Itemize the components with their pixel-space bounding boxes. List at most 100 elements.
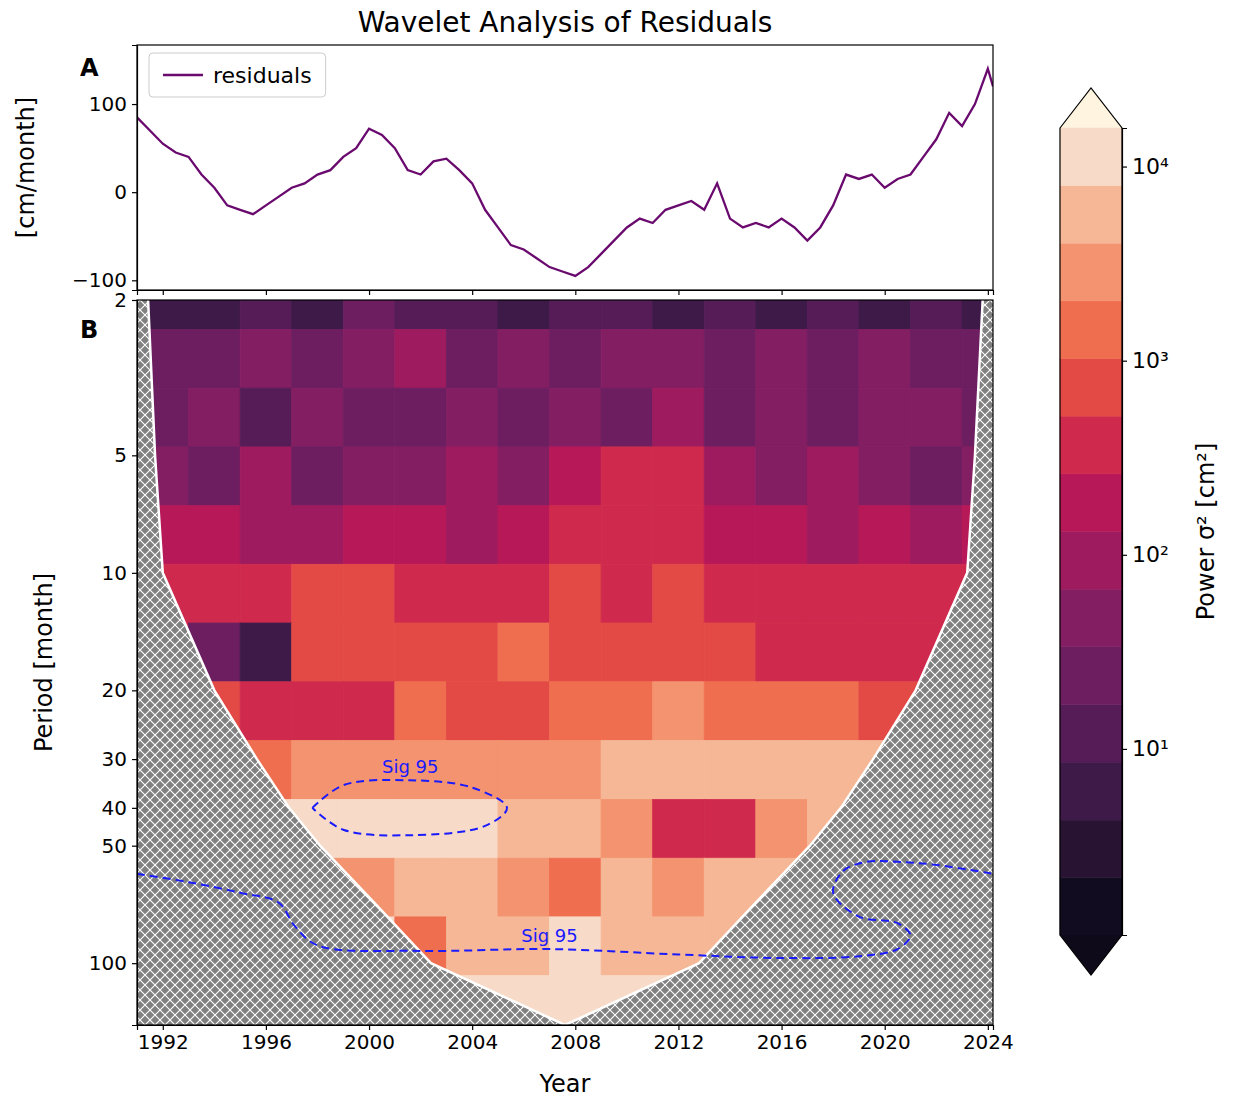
- heatmap-cell: [601, 799, 653, 858]
- y-axis-a-tick: 0: [114, 180, 137, 204]
- colorbar-band: [1060, 762, 1122, 820]
- heatmap-cell: [653, 741, 705, 800]
- heatmap-cell: [395, 564, 447, 623]
- x-axis-b-tick: 2008: [550, 1025, 601, 1054]
- heatmap-cell: [343, 799, 395, 858]
- colorbar-band: [1060, 243, 1122, 301]
- legend: residuals: [149, 53, 326, 97]
- heatmap-cell: [807, 623, 859, 682]
- heatmap-cell: [395, 329, 447, 388]
- heatmap-cell: [601, 623, 653, 682]
- y-axis-a-tick-mark: [132, 280, 137, 281]
- heatmap-cell: [756, 564, 808, 623]
- heatmap-cell: [292, 682, 344, 741]
- colorbar-tick-mark: [1122, 361, 1127, 362]
- heatmap-cell: [550, 682, 602, 741]
- colorbar-tick-mark: [1122, 555, 1127, 556]
- x-axis-b-tick: 2016: [757, 1025, 808, 1054]
- heatmap-cell: [653, 564, 705, 623]
- colorbar-tick-label: 10⁴: [1132, 154, 1169, 179]
- heatmap-cell: [550, 506, 602, 565]
- heatmap-cell: [498, 858, 550, 917]
- heatmap-cell: [498, 506, 550, 565]
- y-axis-b-tick: 100: [89, 951, 137, 975]
- heatmap-cell: [550, 300, 602, 329]
- x-axis-a-axis: [138, 290, 994, 295]
- y-axis-b-tick-mark: [132, 690, 137, 691]
- x-axis-b-tick: 1992: [138, 1025, 189, 1054]
- colorbar-band: [1060, 531, 1122, 589]
- heatmap-cell: [343, 682, 395, 741]
- heatmap-cell: [446, 741, 498, 800]
- x-axis-a-tick: [472, 290, 473, 295]
- plot-area-a: [137, 69, 993, 276]
- heatmap-cell: [292, 388, 344, 447]
- heatmap-cell: [343, 329, 395, 388]
- heatmap-cell: [601, 388, 653, 447]
- heatmap-cell: [910, 329, 962, 388]
- heatmap-cell: [498, 741, 550, 800]
- plot-frame-b: [137, 300, 993, 1025]
- heatmap-cell: [292, 741, 344, 800]
- y-axis-b-tick-mark: [132, 846, 137, 847]
- x-axis-a-tick: [782, 290, 783, 295]
- heatmap-cell: [756, 682, 808, 741]
- x-axis-b-tick-label: 1992: [138, 1030, 189, 1054]
- heatmap-cell: [807, 388, 859, 447]
- x-axis-a-tick: [575, 290, 576, 295]
- heatmap-cell: [807, 564, 859, 623]
- heatmap-cell: [292, 506, 344, 565]
- colorbar-tick-label: 10²: [1132, 542, 1169, 567]
- colorbar-title: Power σ² [cm²]: [1192, 443, 1220, 621]
- heatmap-cells: [137, 300, 993, 1025]
- colorbar-band: [1060, 820, 1122, 877]
- x-axis-b-tick-label: 2000: [344, 1030, 395, 1054]
- x-axis-a-tick-mark: [163, 290, 164, 295]
- heatmap-cell: [601, 564, 653, 623]
- heatmap-cell: [601, 682, 653, 741]
- panel-label-a: A: [80, 54, 99, 82]
- colorbar-tick: 10⁴: [1122, 154, 1169, 179]
- colorbar-extension-high: [1060, 88, 1122, 128]
- heatmap-cell: [240, 623, 292, 682]
- heatmap-cell: [550, 741, 602, 800]
- heatmap-cell: [807, 682, 859, 741]
- heatmap-cell: [807, 329, 859, 388]
- heatmap-cell: [910, 506, 962, 565]
- heatmap-cell: [704, 447, 756, 506]
- y-axis-b-tick-label: 2: [114, 288, 127, 312]
- x-axis-a-tick-mark: [781, 290, 782, 295]
- colorbar-tick-label: 10³: [1132, 348, 1169, 373]
- y-axis-b-tick-label: 5: [114, 443, 127, 467]
- x-axis-b-tick-label: 2012: [653, 1030, 704, 1054]
- y-axis-b-tick-mark: [132, 300, 137, 301]
- residual-line: [137, 69, 993, 276]
- x-axis-b-tick-label: 2016: [757, 1030, 808, 1054]
- heatmap-cell: [240, 447, 292, 506]
- y-axis-title-a: [cm/month]: [12, 97, 40, 238]
- heatmap-cell: [240, 682, 292, 741]
- heatmap-cell: [550, 623, 602, 682]
- x-axis-b-tick: 1996: [241, 1025, 292, 1054]
- colorbar-axis: 10¹10²10³10⁴: [1122, 129, 1169, 936]
- heatmap-cell: [395, 682, 447, 741]
- heatmap-cell: [395, 506, 447, 565]
- x-axis-b-tick-label: 2004: [447, 1030, 498, 1054]
- heatmap-cell: [550, 329, 602, 388]
- heatmap-cell: [910, 388, 962, 447]
- heatmap-cell: [446, 388, 498, 447]
- x-axis-a-tick: [885, 290, 886, 295]
- heatmap-cell: [704, 623, 756, 682]
- heatmap-cell: [807, 300, 859, 329]
- heatmap-cell: [550, 564, 602, 623]
- heatmap-cell: [653, 388, 705, 447]
- y-axis-a-tick: 100: [89, 92, 137, 116]
- heatmap-cell: [395, 447, 447, 506]
- heatmap-cell: [240, 329, 292, 388]
- colorbar-tick: 10³: [1122, 348, 1169, 373]
- colorbar-tick: 10²: [1122, 542, 1169, 567]
- heatmap-cell: [859, 329, 911, 388]
- heatmap-cell: [859, 623, 911, 682]
- legend-label: residuals: [213, 63, 312, 88]
- heatmap-cell: [446, 300, 498, 329]
